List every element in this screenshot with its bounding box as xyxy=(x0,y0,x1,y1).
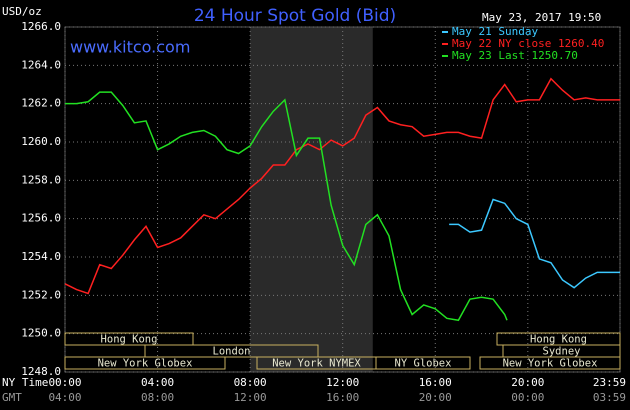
session-label: Sydney xyxy=(543,346,581,358)
timestamp: May 23, 2017 19:50 xyxy=(482,11,601,24)
x-tick-label: 08:00 xyxy=(234,376,267,389)
x-tick-label: 12:00 xyxy=(326,376,359,389)
x-tick-label: 04:00 xyxy=(141,376,174,389)
y-tick-label: 1262.0 xyxy=(21,97,61,110)
session-label: NY Globex xyxy=(395,358,452,370)
x2-tick-label: 20:00 xyxy=(419,391,452,404)
x2-tick-label: 12:00 xyxy=(234,391,267,404)
x-axis-label: NY Time xyxy=(2,376,48,389)
legend-label: May 21 Sunday xyxy=(452,25,538,38)
session-label: Hong Kong xyxy=(530,334,587,346)
x2-tick-label: 16:00 xyxy=(326,391,359,404)
session-box xyxy=(375,356,471,370)
y-tick-label: 1258.0 xyxy=(21,173,61,186)
session-label: London xyxy=(213,346,251,358)
x2-tick-label: 04:00 xyxy=(48,391,81,404)
y-tick-label: 1256.0 xyxy=(21,212,61,225)
legend-label: May 22 NY close 1260.40 xyxy=(452,37,604,50)
website: www.kitco.com xyxy=(70,38,190,57)
y-tick-label: 1260.0 xyxy=(21,135,61,148)
x2-tick-label: 08:00 xyxy=(141,391,174,404)
session-label: New York Globex xyxy=(98,358,193,370)
y-tick-label: 1264.0 xyxy=(21,58,61,71)
shaded-band xyxy=(250,27,373,372)
unit-label: USD/oz xyxy=(2,5,42,18)
session-box xyxy=(64,356,226,370)
x-tick-label: 23:59 xyxy=(593,376,626,389)
series-line xyxy=(64,77,620,295)
session-label: Hong Kong xyxy=(101,334,158,346)
y-tick-label: 1248.0 xyxy=(21,365,61,378)
y-tick-label: 1266.0 xyxy=(21,20,61,33)
chart-title: 24 Hour Spot Gold (Bid) xyxy=(194,6,396,26)
x2-tick-label: 03:59 xyxy=(593,391,626,404)
y-tick-label: 1250.0 xyxy=(21,327,61,340)
x2-tick-label: 00:00 xyxy=(511,391,544,404)
series-line xyxy=(65,91,508,322)
session-box xyxy=(144,344,319,358)
series-line xyxy=(449,198,620,289)
session-box xyxy=(64,332,194,346)
y-tick-label: 1252.0 xyxy=(21,288,61,301)
x-tick-label: 20:00 xyxy=(511,376,544,389)
session-box xyxy=(479,356,621,370)
x-tick-label: 16:00 xyxy=(419,376,452,389)
x2-axis-label: GMT xyxy=(2,391,22,404)
legend-label: May 23 Last 1250.70 xyxy=(452,49,578,62)
session-label: New York NYMEX xyxy=(272,358,361,370)
y-tick-label: 1254.0 xyxy=(21,250,61,263)
x-tick-label: 00:00 xyxy=(48,376,81,389)
session-label: New York Globex xyxy=(503,358,598,370)
